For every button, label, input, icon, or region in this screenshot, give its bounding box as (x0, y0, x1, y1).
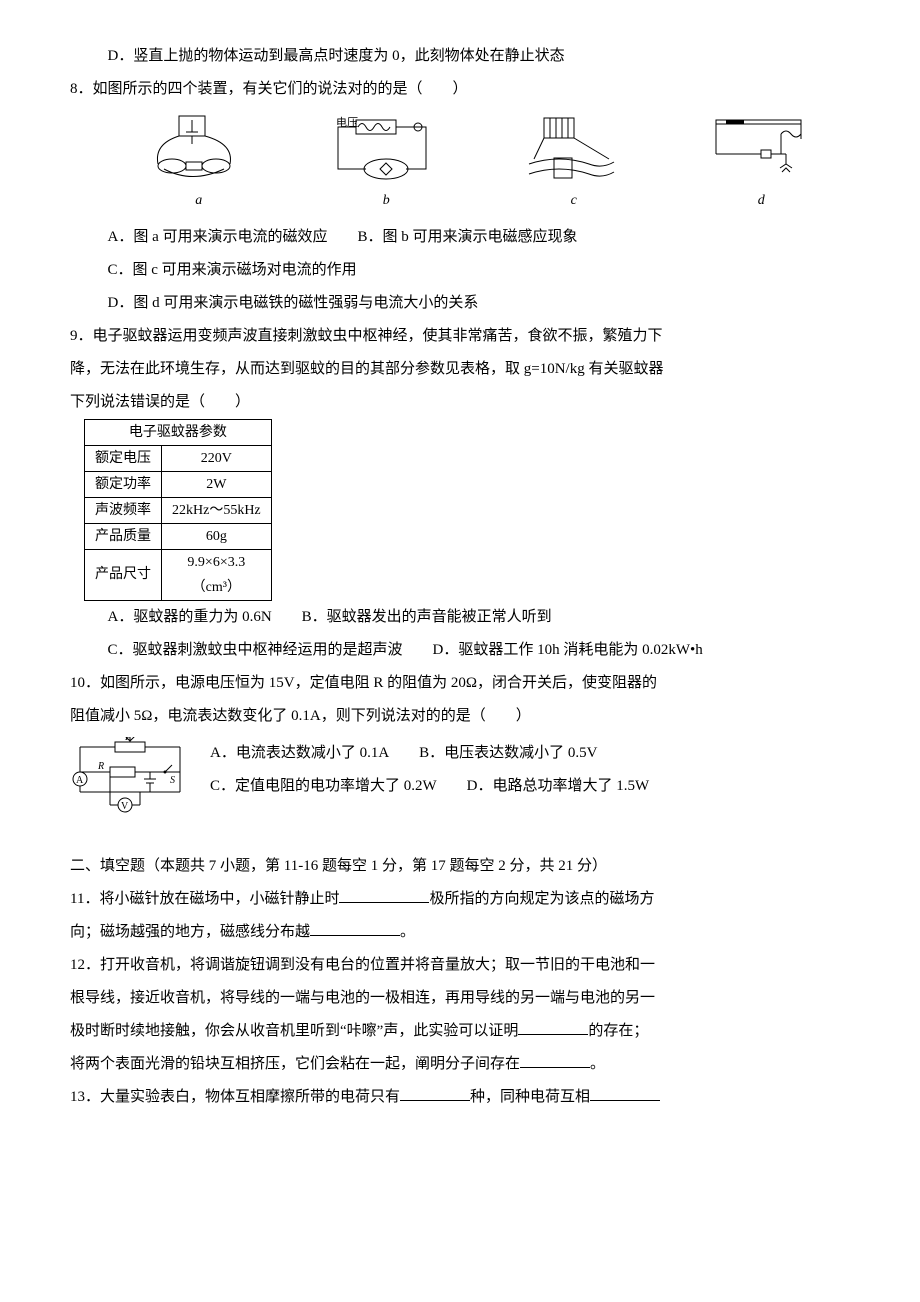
q12-line2: 根导线，接近收音机，将导线的一端与电池的一极相连，再用导线的另一端与电池的另一 (70, 982, 850, 1015)
svg-text:A: A (76, 775, 84, 786)
q9-option-d: D．驱蚊器工作 10h 消耗电能为 0.02kW•h (433, 634, 703, 667)
q8-fig-b: 电压 b (298, 114, 476, 217)
q10-option-b: B．电压表达数减小了 0.5V (419, 737, 597, 770)
q11-line1: 11．将小磁针放在磁场中，小磁针静止时 极所指的方向规定为该点的磁场方 (70, 883, 850, 916)
q8-options-ab: A．图 a 可用来演示电流的磁效应 B．图 b 可用来演示电磁感应现象 (70, 221, 850, 254)
q9-row3-k: 产品质量 (85, 523, 162, 549)
q9-row1-k: 额定功率 (85, 471, 162, 497)
q9-option-b: B．驱蚊器发出的声音能被正常人听到 (302, 601, 552, 634)
q8-fig-c: c (485, 114, 663, 217)
solenoid-compass-icon: 电压 (326, 114, 446, 184)
q8-option-c: C．图 c 可用来演示磁场对电流的作用 (70, 254, 850, 287)
q12-blank2[interactable] (520, 1052, 590, 1068)
q12-line3: 极时断时续地接触，你会从收音机里听到“咔嚓”声，此实验可以证明 的存在； (70, 1015, 850, 1048)
q12-p4b: 。 (590, 1056, 605, 1072)
circuit-diagram-icon: P A R S V (70, 737, 190, 817)
svg-text:R: R (97, 761, 104, 772)
q11-p1b: 极所指的方向规定为该点的磁场方 (429, 891, 654, 907)
q10-stem-2: 阻值减小 5Ω，电流表达数变化了 0.1A，则下列说法对的的是（ ） (70, 700, 850, 733)
q12-blank1[interactable] (518, 1019, 588, 1035)
q12-p4a: 将两个表面光滑的铅块互相挤压，它们会粘在一起，阐明分子间存在 (70, 1056, 520, 1072)
q9-table-title: 电子驱蚊器参数 (85, 419, 272, 445)
svg-text:S: S (170, 775, 175, 786)
q10-option-c: C．定值电阻的电功率增大了 0.2W (210, 770, 437, 803)
q11-p1a: 11．将小磁针放在磁场中，小磁针静止时 (70, 891, 339, 907)
q10-stem-1: 10．如图所示，电源电压恒为 15V，定值电阻 R 的阻值为 20Ω，闭合开关后… (70, 667, 850, 700)
q11-line2: 向；磁场越强的地方，磁感线分布越 。 (70, 916, 850, 949)
q9-row2-k: 声波频率 (85, 497, 162, 523)
q9-row0-v: 220V (162, 445, 272, 471)
q9-row3-v: 60g (162, 523, 272, 549)
q9-option-a: A．驱蚊器的重力为 0.6N (108, 601, 272, 634)
q11-p2a: 向；磁场越强的地方，磁感线分布越 (70, 924, 310, 940)
q9-row4-unit: （cm³） (162, 575, 272, 601)
q8-fig-a-label: a (110, 186, 288, 217)
q8-option-d: D．图 d 可用来演示电磁铁的磁性强弱与电流大小的关系 (70, 287, 850, 320)
q9-option-c: C．驱蚊器刺激蚊虫中枢神经运用的是超声波 (108, 634, 403, 667)
section-2-heading: 二、填空题（本题共 7 小题，第 11-16 题每空 1 分，第 17 题每空 … (70, 850, 850, 883)
q8-option-b: B．图 b 可用来演示电磁感应现象 (358, 221, 578, 254)
q10-option-a: A．电流表达数减小了 0.1A (210, 737, 389, 770)
q13-blank2[interactable] (590, 1085, 660, 1101)
q8-fig-d-label: d (673, 186, 851, 217)
q13-blank1[interactable] (400, 1085, 470, 1101)
rail-magnet-icon (514, 114, 634, 184)
q8-fig-d: d (673, 114, 851, 217)
q9-stem-1: 9．电子驱蚊器运用变频声波直接刺激蚊虫中枢神经，使其非常痛苦，食欲不振，繁殖力下 (70, 320, 850, 353)
q9-stem-3: 下列说法错误的是（ ） (70, 386, 850, 419)
q11-blank2[interactable] (310, 920, 400, 936)
q9-options-ab: A．驱蚊器的重力为 0.6N B．驱蚊器发出的声音能被正常人听到 (70, 601, 850, 634)
q12-p3a: 极时断时续地接触，你会从收音机里听到“咔嚓”声，此实验可以证明 (70, 1023, 518, 1039)
q10-option-d: D．电路总功率增大了 1.5W (467, 770, 650, 803)
q13-line1: 13．大量实验表白，物体互相摩擦所带的电荷只有 种，同种电荷互相 (70, 1081, 850, 1114)
q7-option-d: D．竖直上抛的物体运动到最高点时速度为 0，此刻物体处在静止状态 (70, 40, 850, 73)
q12-p3b: 的存在； (588, 1023, 648, 1039)
q9-row1-v: 2W (162, 471, 272, 497)
galvanometer-magnet-icon (144, 114, 254, 184)
q10-row: P A R S V A．电流表达数减小了 0.1A B．电压表达数减小了 0.5… (70, 737, 850, 817)
q9-param-table: 电子驱蚊器参数 额定电压220V 额定功率2W 声波频率22kHz～55kHz … (84, 419, 272, 601)
svg-text:V: V (121, 801, 129, 812)
q11-p2b: 。 (400, 924, 415, 940)
q9-row4-v: 9.9×6×3.3 (162, 549, 272, 575)
q8-fig-a: a (110, 114, 288, 217)
q8-figures: a 电压 b c (110, 114, 850, 217)
q13-p1a: 13．大量实验表白，物体互相摩擦所带的电荷只有 (70, 1089, 400, 1105)
q9-options-cd: C．驱蚊器刺激蚊虫中枢神经运用的是超声波 D．驱蚊器工作 10h 消耗电能为 0… (70, 634, 850, 667)
q8-fig-c-label: c (485, 186, 663, 217)
q13-p1b: 种，同种电荷互相 (470, 1089, 590, 1105)
q9-row0-k: 额定电压 (85, 445, 162, 471)
q10-options: A．电流表达数减小了 0.1A B．电压表达数减小了 0.5V C．定值电阻的电… (210, 737, 679, 803)
q12-line4: 将两个表面光滑的铅块互相挤压，它们会粘在一起，阐明分子间存在 。 (70, 1048, 850, 1081)
q11-blank1[interactable] (339, 887, 429, 903)
q8-option-a: A．图 a 可用来演示电流的磁效应 (108, 221, 328, 254)
q9-row4-k: 产品尺寸 (85, 549, 162, 600)
q8-stem: 8．如图所示的四个装置，有关它们的说法对的的是（ ） (70, 73, 850, 106)
q8-fig-b-label: b (298, 186, 476, 217)
q9-stem-2: 降，无法在此环境生存，从而达到驱蚊的目的其部分参数见表格，取 g=10N/kg … (70, 353, 850, 386)
electromagnet-icon (706, 114, 816, 184)
q12-line1: 12．打开收音机，将调谐旋钮调到没有电台的位置并将音量放大；取一节旧的干电池和一 (70, 949, 850, 982)
q9-row2-v: 22kHz～55kHz (162, 497, 272, 523)
